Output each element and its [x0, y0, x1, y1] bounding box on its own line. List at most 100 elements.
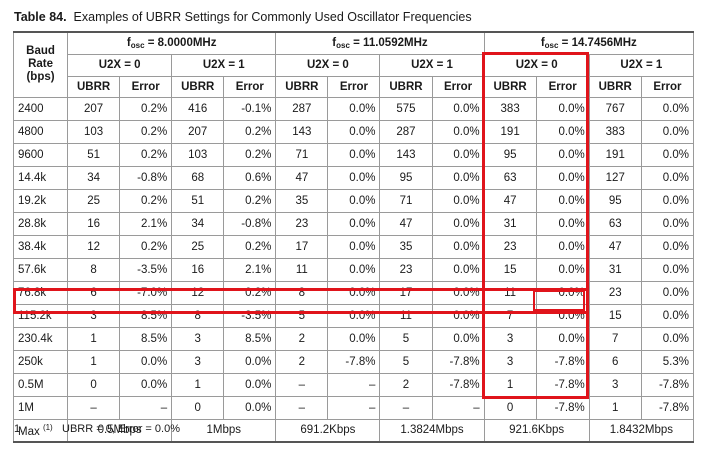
baud-rate-cell: 0.5M — [12, 372, 69, 397]
error-cell: 0.0% — [640, 188, 695, 213]
table-row: 250k 1 0.0% 3 0.0% 2 -7.8% 5 -7.8% 3 -7.8% 6 5.3% — [12, 349, 695, 374]
error-cell: 0.0% — [535, 303, 590, 328]
error-cell: -7.8% — [431, 349, 485, 374]
baud-rate-cell: 14.4k — [12, 165, 69, 190]
error-cell: 0.0% — [327, 142, 381, 167]
error-cell: 0.2% — [119, 142, 173, 167]
baud-rate-cell: 38.4k — [12, 234, 69, 259]
max-label: Max (1) — [12, 418, 69, 443]
error-column-header: Error — [431, 75, 485, 98]
error-cell: 0.0% — [640, 165, 695, 190]
mode-header: U2X = 1 — [379, 53, 485, 77]
error-cell: 0.0% — [223, 372, 277, 397]
ubrr-cell: 51 — [67, 142, 121, 167]
ubrr-cell: 1 — [483, 372, 537, 397]
error-cell: 0.0% — [327, 188, 381, 213]
error-cell: -7.8% — [640, 395, 695, 420]
error-cell: -0.8% — [119, 165, 173, 190]
mode-header-row: U2X = 0 U2X = 1 U2X = 0 U2X = 1 U2X = 0 … — [14, 53, 695, 77]
ubrr-cell: 7 — [483, 303, 537, 328]
ubrr-cell: 1 — [588, 395, 642, 420]
error-cell: 0.0% — [431, 326, 485, 351]
ubrr-cell: 11 — [275, 257, 329, 282]
baud-rate-cell: 250k — [12, 349, 69, 374]
error-cell: 0.2% — [223, 188, 277, 213]
ubrr-cell: – — [275, 395, 329, 420]
ubrr-cell: 383 — [483, 96, 537, 121]
error-cell: 0.2% — [223, 234, 277, 259]
ubrr-cell: 0 — [67, 372, 121, 397]
ubrr-cell: 8 — [275, 280, 329, 305]
baud-rate-cell: 76.8k — [12, 280, 69, 305]
max-row: Max (1) 0.5Mbps 1Mbps 691.2Kbps 1.3824Mb… — [12, 418, 695, 443]
error-cell: 0.0% — [535, 257, 590, 282]
ubrr-cell: 191 — [483, 119, 537, 144]
ubrr-cell: 3 — [588, 372, 642, 397]
ubrr-cell: 15 — [588, 303, 642, 328]
error-cell: -7.8% — [535, 349, 590, 374]
ubrr-cell: 11 — [483, 280, 537, 305]
error-cell: 0.0% — [535, 96, 590, 121]
ubrr-cell: 12 — [171, 280, 225, 305]
column-header-row: UBRR Error UBRR Error UBRR Error UBRR Er… — [14, 75, 695, 98]
error-column-header: Error — [535, 75, 590, 98]
ubrr-settings-table: Baud Rate (bps) fosc = 8.0000MHz fosc = … — [12, 31, 695, 443]
ubrr-cell: 95 — [483, 142, 537, 167]
error-cell: 0.0% — [327, 303, 381, 328]
error-cell: -0.1% — [223, 96, 277, 121]
ubrr-cell: 127 — [588, 165, 642, 190]
table-row: 2400 207 0.2% 416 -0.1% 287 0.0% 575 0.0% 383 0.0%… — [12, 96, 695, 121]
ubrr-cell: 143 — [275, 119, 329, 144]
ubrr-cell: 5 — [275, 303, 329, 328]
ubrr-cell: 15 — [483, 257, 537, 282]
ubrr-cell: 2 — [275, 349, 329, 374]
table-row: 4800 103 0.2% 207 0.2% 143 0.0% 287 0.0% 191 0.0% 3… — [12, 119, 695, 144]
max-value: 1Mbps — [171, 418, 277, 443]
ubrr-cell: 1 — [67, 349, 121, 374]
ubrr-cell: 0 — [171, 395, 225, 420]
error-cell: 0.0% — [223, 349, 277, 374]
error-cell: 0.0% — [431, 165, 485, 190]
error-cell: 0.0% — [640, 326, 695, 351]
error-cell: 0.0% — [640, 257, 695, 282]
ubrr-cell: 23 — [483, 234, 537, 259]
mode-header: U2X = 1 — [588, 53, 695, 77]
ubrr-cell: 16 — [67, 211, 121, 236]
ubrr-cell: 191 — [588, 142, 642, 167]
error-cell: 0.0% — [327, 326, 381, 351]
table-row: 1M – –0 0.0% – – – –0 -7.8% 1 -7.8% — [12, 395, 695, 420]
error-cell: 0.0% — [223, 395, 277, 420]
baud-rate-cell: 57.6k — [12, 257, 69, 282]
error-cell: -3.5% — [223, 303, 277, 328]
ubrr-cell: 416 — [171, 96, 225, 121]
error-cell: – — [327, 372, 381, 397]
ubrr-cell: 51 — [171, 188, 225, 213]
ubrr-cell: 5 — [379, 349, 433, 374]
table-row: 230.4k 1 8.5% 3 8.5% 2 0.0% 5 0.0% 3 0.0% 7 0.0% — [12, 326, 695, 351]
ubrr-cell: 35 — [379, 234, 433, 259]
footnote-text: UBRR = 0, Error = 0.0% — [62, 423, 180, 435]
max-value: 1.3824Mbps — [379, 418, 485, 443]
ubrr-cell: 8 — [171, 303, 225, 328]
error-cell: – — [431, 395, 485, 420]
error-cell: 0.0% — [431, 234, 485, 259]
error-cell: 0.0% — [327, 234, 381, 259]
error-cell: 0.0% — [431, 188, 485, 213]
error-cell: 0.0% — [640, 234, 695, 259]
max-value: 0.5Mbps — [67, 418, 173, 443]
ubrr-cell: 7 — [588, 326, 642, 351]
error-cell: 5.3% — [640, 349, 695, 374]
ubrr-cell: 34 — [171, 211, 225, 236]
error-cell: 0.2% — [223, 119, 277, 144]
error-cell: 0.0% — [640, 303, 695, 328]
baud-rate-cell: 28.8k — [12, 211, 69, 236]
ubrr-cell: 71 — [275, 142, 329, 167]
ubrr-cell: 2 — [275, 326, 329, 351]
ubrr-column-header: UBRR — [588, 75, 642, 98]
error-cell: 8.5% — [119, 326, 173, 351]
error-cell: 0.0% — [535, 280, 590, 305]
error-cell: 0.2% — [119, 96, 173, 121]
ubrr-cell: 6 — [588, 349, 642, 374]
error-cell: -7.8% — [640, 372, 695, 397]
baud-rate-cell: 230.4k — [12, 326, 69, 351]
